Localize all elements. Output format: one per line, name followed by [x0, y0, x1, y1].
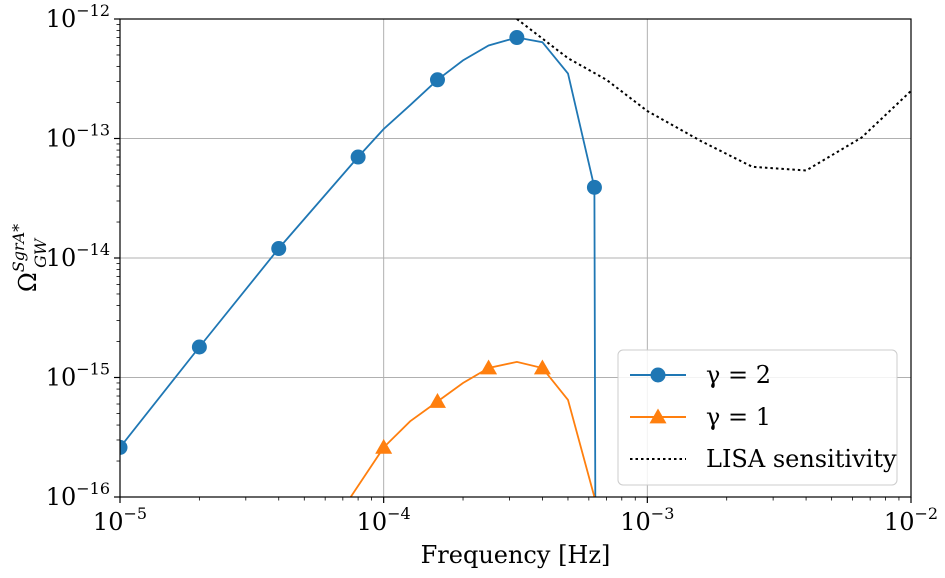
- data-point-circle: [271, 241, 287, 257]
- y-tick-label: 10−15: [46, 360, 110, 392]
- legend-entry: γ = 2: [630, 361, 771, 389]
- x-tick-label: 10−2: [884, 504, 938, 536]
- y-axis-label: ΩSgrA* GW: [9, 224, 50, 292]
- y-tick-label: 10−14: [46, 240, 110, 272]
- y-tick-label: 10−12: [46, 1, 110, 33]
- series-line: [349, 360, 596, 497]
- series-layer: [120, 19, 911, 497]
- series-line: [120, 36, 597, 497]
- x-axis-label: Frequency [Hz]: [421, 541, 611, 569]
- x-tick-label: 10−3: [620, 504, 674, 536]
- series-2: [516, 19, 911, 172]
- data-point-circle: [191, 339, 207, 355]
- data-point-circle: [120, 439, 128, 455]
- legend: γ = 2 γ = 1 LISA sensitivity: [617, 349, 898, 486]
- data-point-circle: [429, 72, 445, 88]
- legend-label: γ = 2: [706, 361, 771, 389]
- data-point-triangle: [428, 392, 446, 408]
- data-point-triangle: [649, 408, 667, 424]
- data-point-circle: [350, 149, 366, 165]
- legend-label: LISA sensitivity: [706, 445, 897, 473]
- x-tick-label: 10−5: [93, 504, 147, 536]
- data-point-circle: [650, 367, 666, 383]
- series-1: [349, 359, 596, 497]
- data-point-triangle: [375, 438, 393, 454]
- legend-entry: LISA sensitivity: [630, 445, 897, 473]
- data-point-circle: [509, 30, 525, 46]
- y-axis-label-text: ΩSgrA* GW: [9, 224, 50, 292]
- series-line: [516, 19, 911, 172]
- plot-area: [120, 19, 911, 497]
- legend-label: γ = 1: [706, 403, 771, 431]
- x-tick-label: 10−4: [357, 504, 411, 536]
- data-point-triangle: [533, 359, 551, 375]
- data-point-triangle: [480, 359, 498, 375]
- y-tick-label: 10−13: [46, 121, 110, 153]
- tick-layer: 10−5 10−4 10−3 10−2 10−16 10−15 10−14 10−13 10−1…: [46, 1, 938, 536]
- y-tick-label: 10−16: [46, 479, 110, 511]
- series-0: [120, 30, 602, 497]
- legend-entry: γ = 1: [630, 403, 771, 431]
- data-point-circle: [586, 179, 602, 195]
- legend-box: [617, 349, 898, 486]
